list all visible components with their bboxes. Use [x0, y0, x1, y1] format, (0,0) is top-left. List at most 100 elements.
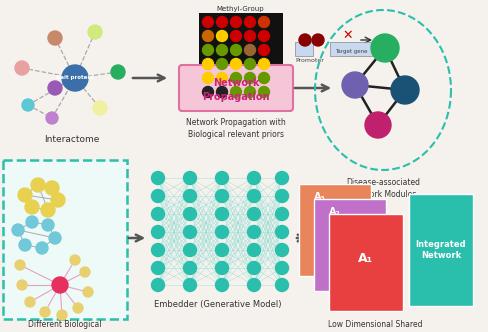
- Circle shape: [70, 255, 80, 265]
- Circle shape: [45, 181, 59, 195]
- Circle shape: [216, 279, 228, 291]
- Circle shape: [25, 297, 35, 307]
- Circle shape: [230, 72, 242, 84]
- Circle shape: [247, 190, 261, 203]
- Text: Integrated
Network: Integrated Network: [416, 240, 467, 260]
- Circle shape: [203, 31, 214, 42]
- Circle shape: [80, 267, 90, 277]
- Circle shape: [217, 31, 227, 42]
- FancyBboxPatch shape: [199, 13, 283, 105]
- Circle shape: [48, 81, 62, 95]
- Text: A₁: A₁: [359, 252, 373, 265]
- Circle shape: [40, 307, 50, 317]
- FancyBboxPatch shape: [314, 199, 386, 291]
- Circle shape: [247, 243, 261, 257]
- Circle shape: [276, 225, 288, 238]
- Circle shape: [73, 303, 83, 313]
- Circle shape: [51, 193, 65, 207]
- Circle shape: [247, 208, 261, 220]
- Circle shape: [151, 190, 164, 203]
- Text: A₂: A₂: [329, 207, 341, 217]
- Circle shape: [151, 172, 164, 185]
- FancyBboxPatch shape: [329, 214, 403, 311]
- Circle shape: [247, 279, 261, 291]
- Circle shape: [88, 25, 102, 39]
- Circle shape: [259, 31, 269, 42]
- Circle shape: [111, 65, 125, 79]
- Circle shape: [216, 190, 228, 203]
- Circle shape: [25, 200, 39, 214]
- Circle shape: [183, 172, 197, 185]
- Circle shape: [217, 58, 227, 69]
- Circle shape: [216, 172, 228, 185]
- Circle shape: [57, 310, 67, 320]
- Circle shape: [183, 208, 197, 220]
- Circle shape: [259, 58, 269, 69]
- Circle shape: [15, 260, 25, 270]
- Circle shape: [259, 87, 269, 98]
- Circle shape: [259, 72, 269, 84]
- Circle shape: [244, 58, 256, 69]
- Circle shape: [230, 31, 242, 42]
- Text: Methyl-Group: Methyl-Group: [216, 6, 264, 12]
- Circle shape: [247, 262, 261, 275]
- Circle shape: [48, 31, 62, 45]
- Circle shape: [217, 87, 227, 98]
- FancyBboxPatch shape: [179, 65, 293, 111]
- Circle shape: [183, 190, 197, 203]
- Circle shape: [247, 172, 261, 185]
- Text: Network Propagation with
Biological relevant priors: Network Propagation with Biological rele…: [186, 118, 286, 139]
- Circle shape: [259, 17, 269, 28]
- FancyBboxPatch shape: [330, 42, 372, 56]
- Text: Different Biological
Networks (High
Dimensional Space): Different Biological Networks (High Dime…: [27, 320, 103, 332]
- Circle shape: [203, 87, 214, 98]
- Circle shape: [151, 279, 164, 291]
- Circle shape: [230, 87, 242, 98]
- Circle shape: [203, 17, 214, 28]
- Circle shape: [371, 34, 399, 62]
- Circle shape: [203, 58, 214, 69]
- Circle shape: [217, 17, 227, 28]
- Text: Low Dimensional Shared
Embeddings: Low Dimensional Shared Embeddings: [328, 320, 422, 332]
- Circle shape: [18, 188, 32, 202]
- Circle shape: [244, 17, 256, 28]
- Circle shape: [299, 34, 311, 46]
- Circle shape: [26, 216, 38, 228]
- Circle shape: [17, 280, 27, 290]
- Circle shape: [151, 262, 164, 275]
- Circle shape: [49, 232, 61, 244]
- FancyBboxPatch shape: [3, 160, 127, 319]
- Text: A₃: A₃: [314, 192, 326, 202]
- Circle shape: [244, 31, 256, 42]
- Circle shape: [276, 243, 288, 257]
- Circle shape: [216, 208, 228, 220]
- Circle shape: [151, 243, 164, 257]
- Text: Promoter: Promoter: [296, 58, 325, 63]
- Circle shape: [22, 99, 34, 111]
- Circle shape: [259, 44, 269, 55]
- Circle shape: [216, 243, 228, 257]
- Circle shape: [216, 225, 228, 238]
- Circle shape: [41, 203, 55, 217]
- Circle shape: [276, 172, 288, 185]
- Circle shape: [15, 61, 29, 75]
- Circle shape: [183, 243, 197, 257]
- Circle shape: [12, 224, 24, 236]
- Circle shape: [31, 178, 45, 192]
- Circle shape: [365, 112, 391, 138]
- Text: Disease-associated
Network Modules: Disease-associated Network Modules: [346, 178, 420, 199]
- Circle shape: [83, 287, 93, 297]
- Circle shape: [276, 190, 288, 203]
- Circle shape: [216, 262, 228, 275]
- FancyBboxPatch shape: [409, 194, 473, 306]
- Circle shape: [244, 87, 256, 98]
- Circle shape: [217, 44, 227, 55]
- Circle shape: [183, 262, 197, 275]
- Circle shape: [391, 76, 419, 104]
- Circle shape: [247, 225, 261, 238]
- FancyBboxPatch shape: [295, 42, 313, 56]
- Circle shape: [230, 17, 242, 28]
- Circle shape: [244, 44, 256, 55]
- Text: ✕: ✕: [343, 29, 353, 42]
- Circle shape: [52, 277, 68, 293]
